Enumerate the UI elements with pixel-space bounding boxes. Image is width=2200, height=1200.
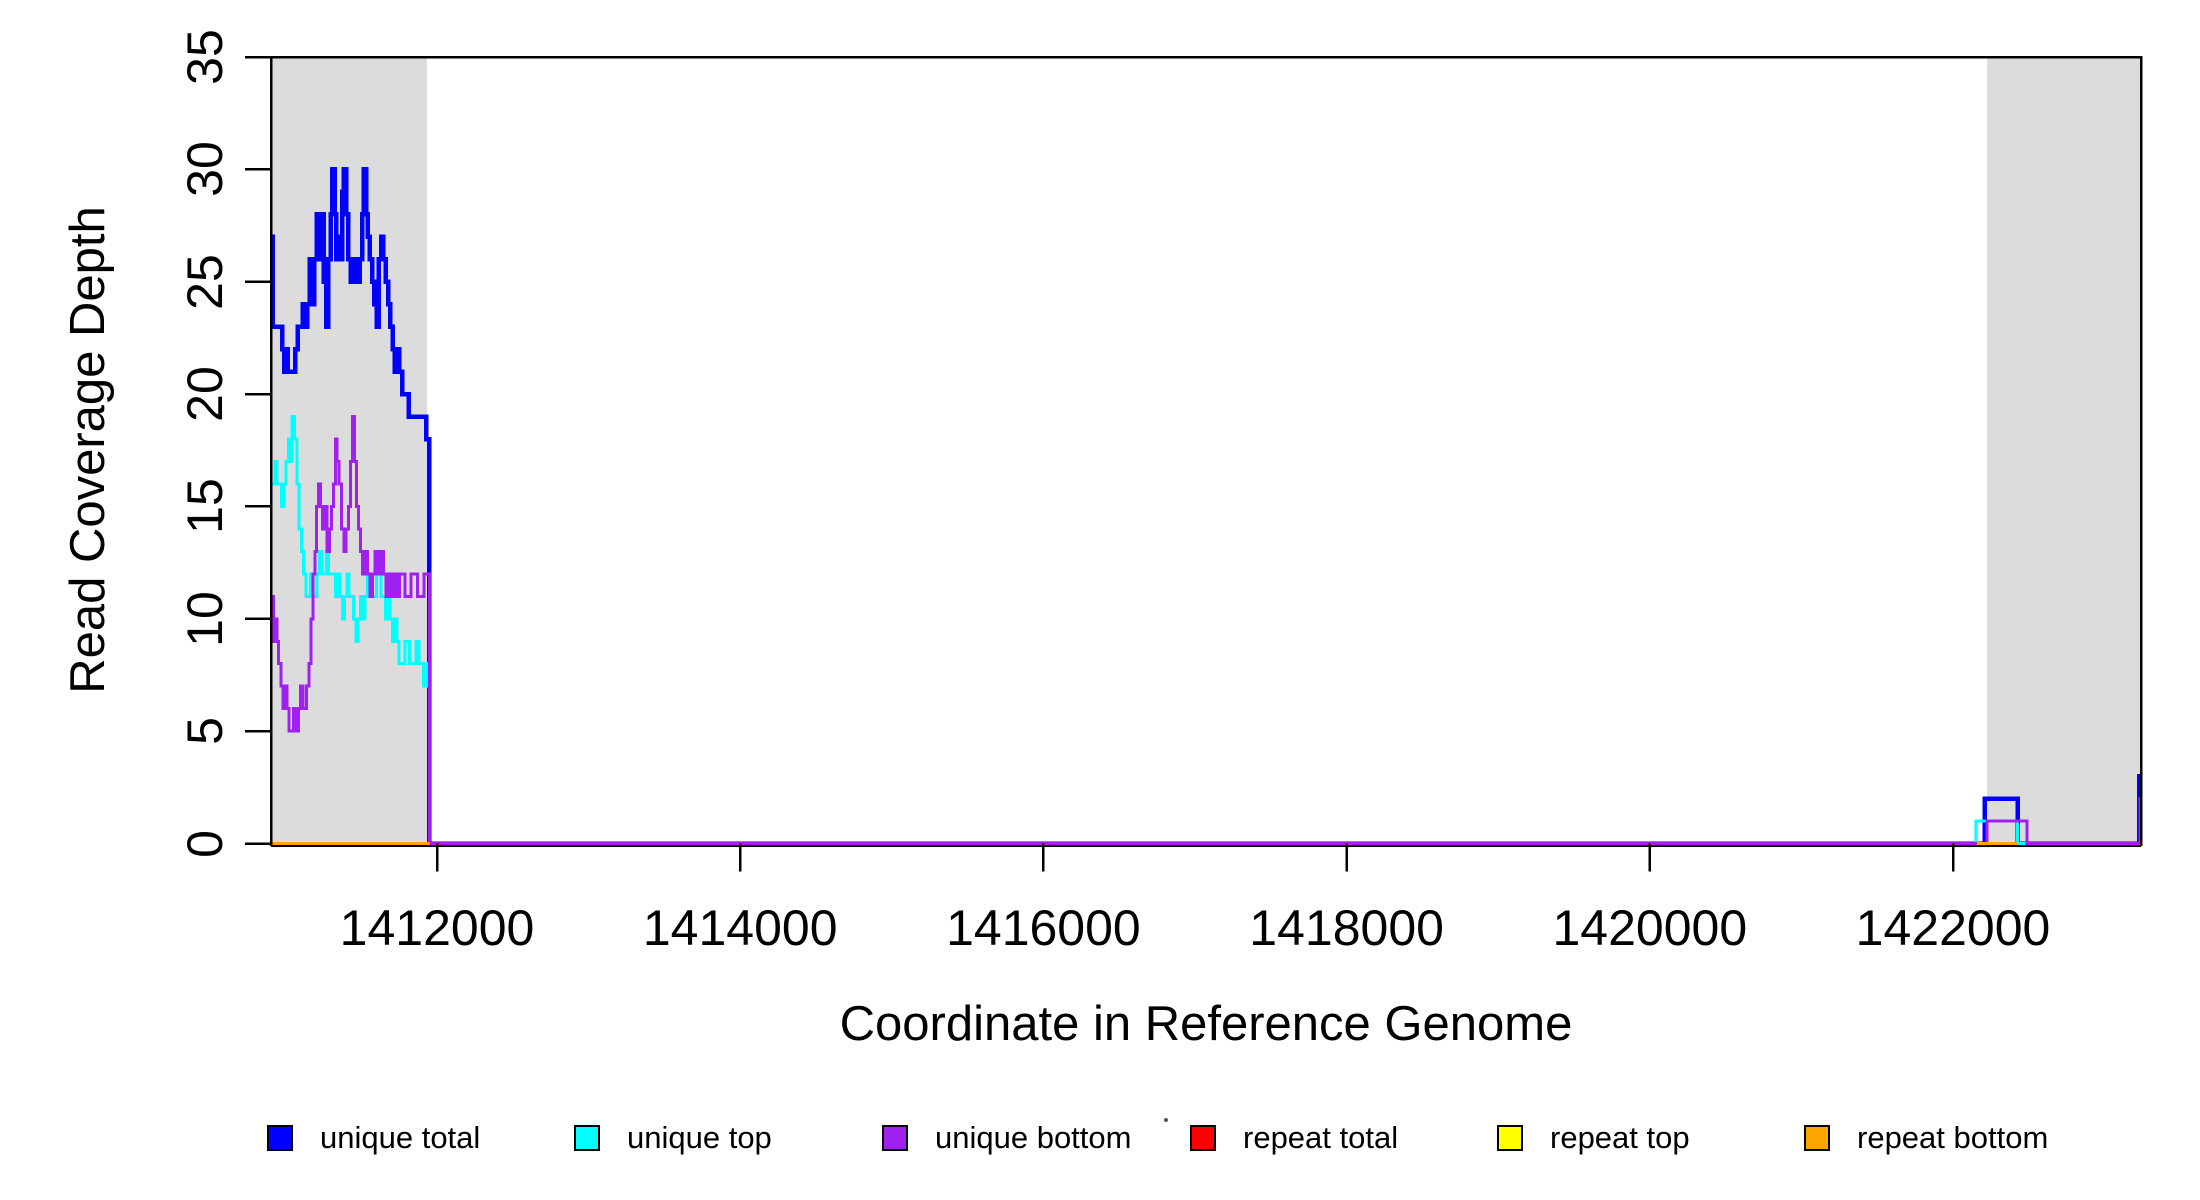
x-tick-label-1418000: 1418000 xyxy=(1249,900,1444,956)
unique-bottom-swatch-icon xyxy=(882,1124,908,1151)
legend-label: unique bottom xyxy=(935,1120,1132,1155)
legend-item-repeat-top: repeat top xyxy=(1497,1120,1690,1155)
repeat-bottom-swatch-icon xyxy=(1804,1124,1830,1151)
legend-label: repeat top xyxy=(1550,1120,1690,1155)
y-tick-label-20: 20 xyxy=(177,366,233,422)
repeat-total-swatch-icon xyxy=(1190,1124,1216,1151)
repeat-top-swatch-icon xyxy=(1497,1124,1523,1151)
stray-dot xyxy=(1164,1118,1168,1122)
x-tick-label-1422000: 1422000 xyxy=(1855,900,2051,956)
legend-label: unique total xyxy=(320,1120,481,1155)
x-tick-label-1414000: 1414000 xyxy=(642,900,838,956)
y-axis-title: Read Coverage Depth xyxy=(61,206,115,694)
legend-label: repeat bottom xyxy=(1857,1120,2049,1155)
unique-top-swatch-icon xyxy=(574,1124,600,1151)
legend-item-unique-bottom: unique bottom xyxy=(882,1120,1132,1155)
legend-item-unique-total: unique total xyxy=(267,1120,481,1155)
x-tick-label-1416000: 1416000 xyxy=(946,900,1141,956)
legend-item-unique-top: unique top xyxy=(574,1120,772,1155)
legend-item-repeat-bottom: repeat bottom xyxy=(1804,1120,2049,1155)
y-tick-label-35: 35 xyxy=(177,29,233,85)
x-tick-label-1412000: 1412000 xyxy=(339,900,535,956)
x-tick-label-1420000: 1420000 xyxy=(1552,900,1748,956)
legend-label: unique top xyxy=(627,1120,772,1155)
y-tick-label-15: 15 xyxy=(177,478,233,535)
x-axis-title: Coordinate in Reference Genome xyxy=(839,997,1573,1051)
legend-item-repeat-total: repeat total xyxy=(1190,1120,1399,1155)
legend-label: repeat total xyxy=(1243,1120,1399,1155)
unique-total-swatch-icon xyxy=(267,1124,293,1151)
y-tick-label-10: 10 xyxy=(177,590,233,647)
y-tick-label-25: 25 xyxy=(177,253,233,310)
y-tick-label-0: 0 xyxy=(177,829,233,858)
y-tick-label-5: 5 xyxy=(177,717,233,746)
y-tick-label-30: 30 xyxy=(177,141,233,198)
